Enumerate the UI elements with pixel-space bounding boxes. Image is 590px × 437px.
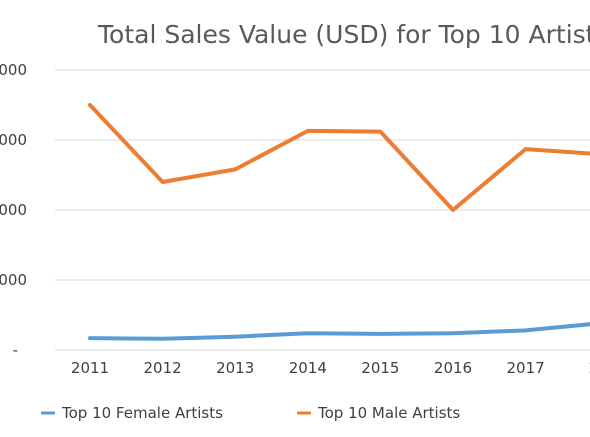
x-axis-tick-labels: 2011 2012 2013 2014 2015 2016 2017 20: [71, 359, 590, 377]
series-line-male: [88, 103, 590, 212]
x-tick-label: 2016: [434, 359, 472, 377]
x-tick-label: 2012: [144, 359, 182, 377]
x-tick-label: 2013: [216, 359, 254, 377]
series-line-female: [88, 322, 590, 341]
x-tick-label: 2017: [507, 359, 545, 377]
x-tick-label: 20: [589, 359, 590, 377]
series-lines: [88, 103, 590, 341]
chart-title: Total Sales Value (USD) for Top 10 Artis…: [97, 20, 590, 49]
x-tick-label: 2011: [71, 359, 109, 377]
y-tick-label: 000: [0, 201, 27, 219]
y-tick-label: 000: [0, 271, 27, 289]
legend-label-female: Top 10 Female Artists: [61, 404, 223, 422]
y-tick-label: 000: [0, 131, 27, 149]
gridlines: [55, 69, 590, 351]
x-tick-label: 2014: [289, 359, 327, 377]
y-tick-label: -: [13, 341, 18, 359]
legend: Top 10 Female Artists Top 10 Male Artist…: [41, 404, 460, 422]
legend-label-male: Top 10 Male Artists: [317, 404, 460, 422]
y-tick-label: 000: [0, 61, 27, 79]
y-axis-tick-labels: - 000 000 000 000: [0, 61, 27, 359]
x-tick-label: 2015: [361, 359, 399, 377]
